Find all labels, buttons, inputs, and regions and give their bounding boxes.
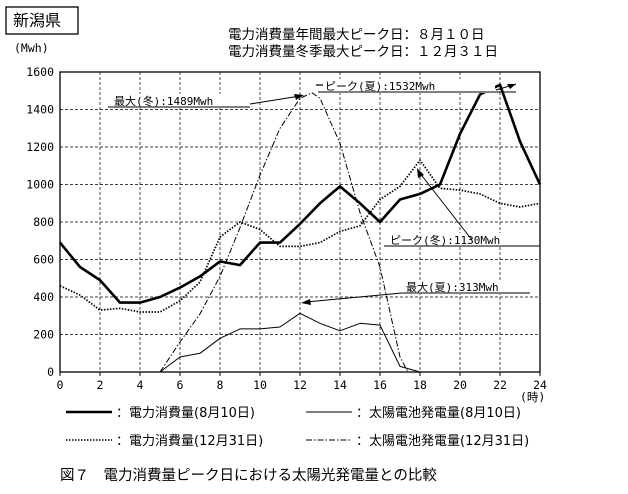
legend-label-summer-solar: ：太陽電池発電量(8月10日) [356,406,521,421]
series-line-consumption-dec31 [59,159,541,313]
header-line-1: 電力消費量年間最大ピーク日：８月１０日 [228,27,485,43]
y-tick-label: 200 [33,328,54,342]
chart-series [58,83,542,373]
series-line-consumption-aug10 [58,83,542,304]
x-tick-label: 8 [217,378,224,392]
x-tick-label: 18 [413,378,427,392]
series-line-solar-dec31 [159,92,409,373]
annotation-max-summer-leader [305,292,403,303]
annotation-peak-winter-leader [418,171,473,241]
annotation-max-summer-arrowhead [301,299,311,305]
annotation-max-winter-arrowhead [294,94,304,100]
annotation-max-summer-label: 最大(夏):313Mwh [406,280,499,294]
y-tick-label: 1000 [26,178,54,192]
annotation-max-winter-label: 最大(冬):1489Mwh [114,94,213,108]
y-tick-label: 1200 [26,140,54,154]
annotation-max-winter-leader [249,95,301,105]
y-tick-label: 1600 [26,65,54,79]
chart-grid [59,71,541,376]
annotation-peak-winter-label: ピーク(冬):1130Mwh [390,233,500,247]
x-tick-label: 14 [333,378,347,392]
x-tick-label: 6 [177,378,184,392]
y-axis-unit-label: (Mwh) [14,41,49,55]
annotation-peak-summer-label: ピーク(夏):1532Mwh [325,80,435,93]
region-label: 新潟県 [13,11,61,30]
y-tick-label: 1400 [26,103,54,117]
y-tick-label: 800 [33,215,54,229]
series-line-solar-aug10 [159,312,421,373]
x-tick-label: 2 [97,378,104,392]
y-tick-label: 0 [47,365,54,379]
legend-label-winter-consumption: ：電力消費量(12月31日) [116,434,263,449]
x-tick-label: 12 [293,378,307,392]
annotation-bg-peak-winter [388,233,530,247]
x-tick-label: 22 [493,378,507,392]
x-tick-label: 20 [453,378,467,392]
legend-label-winter-solar: ：太陽電池発電量(12月31日) [356,434,529,449]
x-tick-label: 10 [253,378,267,392]
y-tick-label: 600 [33,253,54,267]
legend: ：電力消費量(8月10日) ：太陽電池発電量(8月10日) ：電力消費量(12月… [66,406,529,449]
x-tick-labels: 0 2 4 6 8 10 12 14 16 18 20 22 24 [57,378,547,392]
x-tick-label: 24 [533,378,547,392]
x-tick-label: 4 [137,378,144,392]
x-tick-label: 0 [57,378,64,392]
region-label-box [5,6,79,35]
legend-label-summer-consumption: ：電力消費量(8月10日) [116,406,255,421]
annotation-peak-winter-arrowhead [417,168,424,178]
x-axis-unit-label: (時) [520,390,545,404]
y-tick-labels: 0 200 400 600 800 1000 1200 1400 1600 [26,65,54,379]
figure-caption: 図７ 電力消費量ピーク日における太陽光発電量との比較 [60,466,437,484]
annotation-peak-summer-arrowhead [507,84,516,89]
annotation-bg-max-summer [404,280,528,294]
y-tick-label: 400 [33,290,54,304]
x-tick-label: 16 [373,378,387,392]
header-line-2: 電力消費量冬季最大ピーク日：１２月３１日 [228,44,498,60]
annotation-bg-max-winter [112,94,248,108]
annotation-bg-peak-summer [323,79,495,93]
